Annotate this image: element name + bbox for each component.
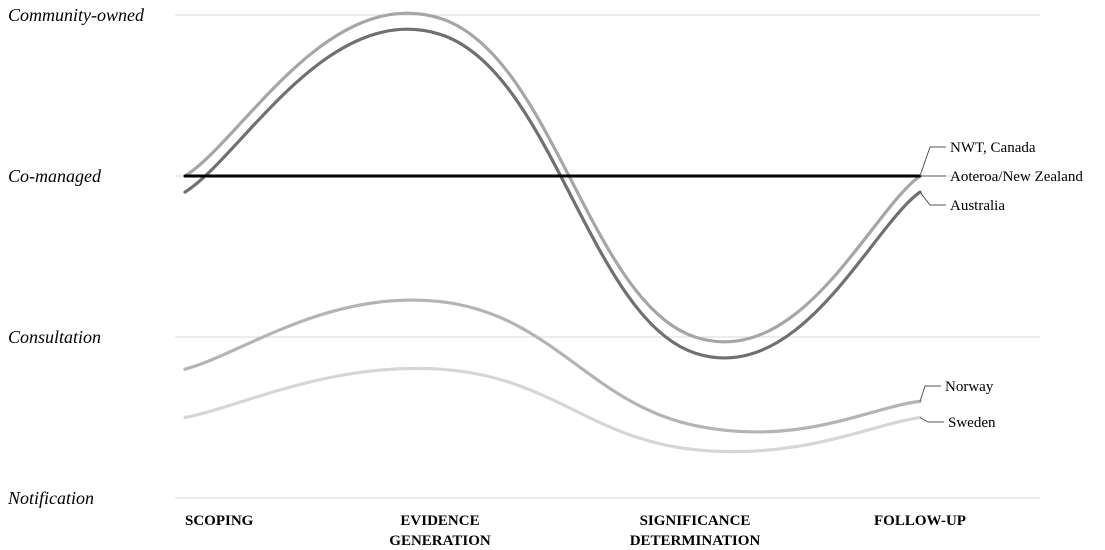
- y-tick-community-owned: Community-owned: [8, 5, 145, 25]
- series-label-aoteroa-new-zealand: Aoteroa/New Zealand: [950, 169, 1083, 185]
- series-label-norway: Norway: [945, 379, 994, 395]
- series-lines: [183, 11, 922, 454]
- y-axis-ticks: Notification Consultation Co-managed Commun…: [7, 5, 145, 508]
- y-tick-co-managed: Co-managed: [8, 166, 102, 186]
- series-label-sweden: Sweden: [948, 415, 996, 431]
- leader-line-sweden: [919, 417, 944, 423]
- x-axis-ticks: SCOPING EVIDENCE GENERATION SIGNIFICANCE DET…: [185, 513, 966, 549]
- series-label-nwt-canada: NWT, Canada: [950, 140, 1036, 156]
- leader-line-nwt-canada: [919, 146, 946, 177]
- series-line-norway: [183, 298, 922, 434]
- x-tick-scoping: SCOPING: [185, 513, 254, 529]
- y-tick-notification: Notification: [7, 488, 94, 508]
- leader-line-norway: [919, 385, 941, 402]
- series-line-sweden: [183, 366, 922, 454]
- series-labels: NWT, Canada Aoteroa/New Zealand Australia N…: [919, 140, 1083, 431]
- y-tick-consultation: Consultation: [8, 327, 101, 347]
- x-tick-follow-up: FOLLOW-UP: [874, 513, 966, 529]
- series-line-australia: [183, 27, 922, 360]
- leader-line-australia: [919, 191, 946, 206]
- x-tick-evidence-generation: EVIDENCE GENERATION: [389, 513, 491, 549]
- x-tick-significance-determination: SIGNIFICANCE DETERMINATION: [630, 513, 761, 549]
- series-line-aoteroa-new-zealand: [183, 11, 922, 344]
- series-label-australia: Australia: [950, 198, 1005, 214]
